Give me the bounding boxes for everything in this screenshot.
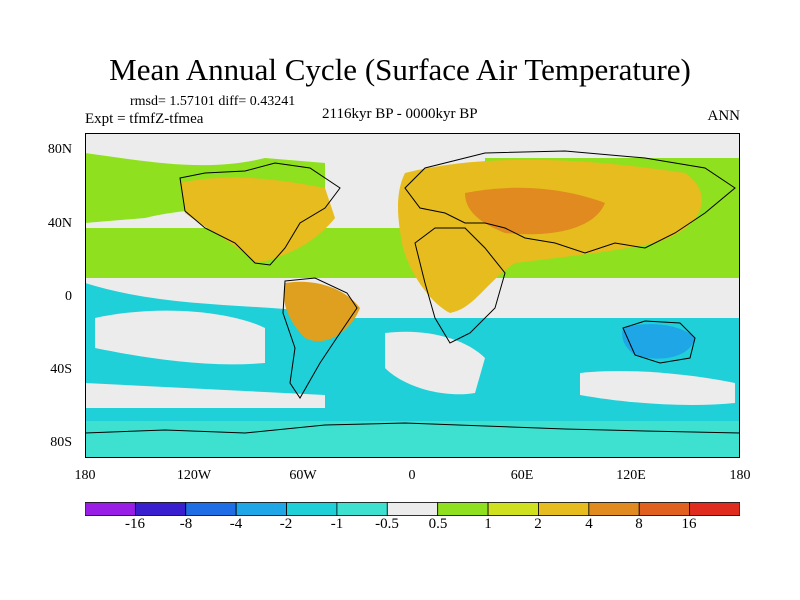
map-field — [85, 421, 740, 458]
experiment-label: Expt = tfmfZ-tfmea — [85, 111, 204, 127]
x-tick-label: 0 — [408, 468, 416, 483]
map-title: Mean Annual Cycle (Surface Air Temperatu… — [109, 52, 691, 87]
map-field — [283, 281, 360, 342]
colorbar-cell — [538, 502, 590, 516]
colorbar-cell — [336, 502, 388, 516]
colorbar-label: 2 — [534, 516, 542, 532]
colorbar-cell — [588, 502, 640, 516]
colorbar-label: 1 — [484, 516, 492, 532]
colorbar-cell — [185, 502, 237, 516]
map-field — [385, 331, 485, 395]
map-field — [95, 310, 265, 365]
colorbar-label: -16 — [125, 516, 145, 532]
x-tick-label: 120W — [176, 468, 212, 483]
colorbar-label: -0.5 — [375, 516, 399, 532]
stats-text: rmsd= 1.57101 diff= 0.43241 — [130, 94, 296, 109]
map-field — [622, 324, 695, 359]
colorbar-cell — [134, 502, 187, 516]
x-tick-label: 120E — [616, 468, 646, 483]
colorbar-cell — [689, 502, 740, 516]
y-tick-label: 80N — [47, 142, 72, 157]
coastline-eurasia — [404, 150, 736, 254]
y-tick-label: 40N — [47, 216, 72, 231]
colorbar-cell — [638, 502, 691, 516]
colorbar-cell — [437, 502, 489, 516]
colorbar-label: -2 — [279, 516, 293, 532]
y-tick-label: 80S — [50, 435, 72, 450]
x-tick-label: 60E — [510, 468, 534, 483]
coastline-north-america — [179, 162, 341, 266]
y-tick-label: 40S — [50, 362, 72, 377]
colorbar — [85, 502, 740, 516]
colorbar-label: -1 — [330, 516, 344, 532]
y-tick-label: 0 — [65, 289, 72, 304]
colorbar-label: 8 — [635, 516, 643, 532]
colorbar-label: 0.5 — [428, 516, 448, 532]
colorbar-label: 4 — [585, 516, 593, 532]
coastline-antarctica — [85, 422, 740, 434]
map-field — [580, 371, 735, 406]
temperature-map — [85, 133, 740, 458]
colorbar-cell — [386, 502, 439, 516]
map-field — [465, 187, 605, 235]
colorbar-cell — [487, 502, 539, 516]
coastline-africa — [414, 227, 506, 344]
colorbar-label: -4 — [229, 516, 243, 532]
colorbar-cell — [85, 502, 136, 516]
coastline-australia — [622, 320, 696, 364]
period-label: 2116kyr BP - 0000kyr BP — [322, 106, 478, 122]
x-tick-label: 180 — [74, 468, 96, 483]
x-tick-label: 60W — [289, 468, 317, 483]
x-tick-label: 180 — [729, 468, 751, 483]
map-field — [85, 383, 325, 408]
season-label: ANN — [707, 108, 741, 124]
map-frame — [85, 133, 740, 458]
colorbar-label: -8 — [179, 516, 193, 532]
colorbar-cell — [286, 502, 338, 516]
map-field — [180, 177, 335, 263]
colorbar-label: 16 — [681, 516, 697, 532]
coastline-south-america — [282, 277, 358, 399]
coastlines — [85, 150, 740, 434]
colorbar-cell — [235, 502, 287, 516]
